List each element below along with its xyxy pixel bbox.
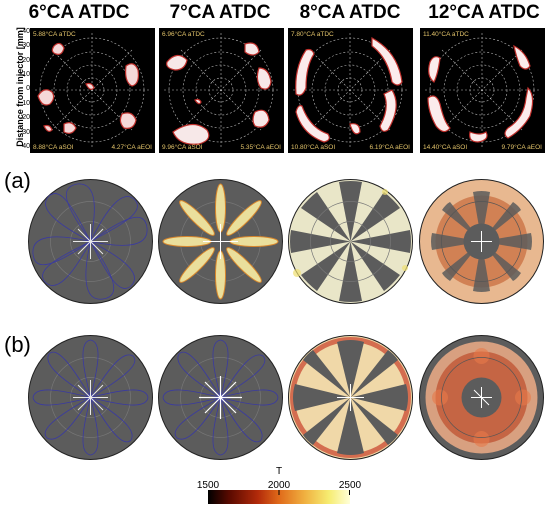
- y-axis-ticks: -40 -30 -20 -10 0 10 20 30 40: [12, 28, 30, 153]
- simulation-disc-a-7ca: [158, 179, 283, 304]
- colorbar-tick-label: 1500: [196, 480, 220, 491]
- experiment-panel-7ca: 6.96°CA aTDC 9.96°CA aSOI 5.35°CA aEOI: [159, 28, 284, 153]
- annotation-atdc: 5.88°CA aTDC: [33, 31, 76, 38]
- simulation-disc-b-7ca: [158, 335, 283, 460]
- y-tick: 10: [22, 100, 30, 107]
- annotation-atdc: 11.40°CA aTDC: [423, 31, 469, 38]
- row-label-a: (a): [4, 168, 31, 193]
- annotation-asoi: 8.88°CA aSOI: [33, 144, 74, 151]
- annotation-aeoi: 9.79°CA aEOI: [501, 144, 542, 151]
- column-title-8ca: 8°CA ATDC: [299, 2, 401, 23]
- y-tick: -10: [19, 71, 30, 78]
- colorbar-tick-label: 2500: [338, 480, 362, 491]
- simulation-disc-b-6ca: [28, 335, 153, 460]
- annotation-atdc: 7.80°CA aTDC: [291, 31, 334, 38]
- simulation-disc-a-12ca: [419, 179, 544, 304]
- y-tick: 40: [22, 143, 30, 150]
- experiment-panel-8ca: 7.80°CA aTDC 10.80°CA aSOI 6.19°CA aEOI: [288, 28, 413, 153]
- experiment-image: [164, 33, 279, 148]
- annotation-aeoi: 5.35°CA aEOI: [240, 144, 281, 151]
- colorbar-title: T: [275, 466, 283, 477]
- column-title-12ca: 12°CA ATDC: [428, 2, 540, 23]
- annotation-aeoi: 4.27°CA aEOI: [111, 144, 152, 151]
- experiment-image: [293, 33, 408, 148]
- experiment-panel-12ca: 11.40°CA aTDC 14.40°CA aSOI 9.79°CA aEOI: [420, 28, 545, 153]
- y-tick: -20: [19, 57, 30, 64]
- colorbar-gradient: [208, 490, 350, 504]
- simulation-disc-b-12ca: [419, 335, 544, 460]
- y-tick: 30: [22, 129, 30, 136]
- y-tick: 20: [22, 114, 30, 121]
- annotation-aeoi: 6.19°CA aEOI: [369, 144, 410, 151]
- experiment-panel-6ca: 5.88°CA aTDC 8.88°CA aSOI 4.27°CA aEOI: [30, 28, 155, 153]
- y-tick: -30: [19, 42, 30, 49]
- simulation-disc-b-8ca: [288, 335, 413, 460]
- colorbar-tick-label: 2000: [267, 480, 291, 491]
- annotation-asoi: 9.96°CA aSOI: [162, 144, 203, 151]
- column-title-7ca: 7°CA ATDC: [169, 2, 271, 23]
- simulation-disc-a-6ca: [28, 179, 153, 304]
- experiment-image: [425, 33, 540, 148]
- annotation-asoi: 10.80°CA aSOI: [291, 144, 336, 151]
- y-tick: 0: [26, 85, 30, 92]
- experiment-image: [35, 33, 150, 148]
- annotation-atdc: 6.96°CA aTDC: [162, 31, 205, 38]
- y-tick: -40: [19, 28, 30, 35]
- annotation-asoi: 14.40°CA aSOI: [423, 144, 468, 151]
- simulation-disc-a-8ca: [288, 179, 413, 304]
- row-label-b: (b): [4, 332, 31, 357]
- column-title-6ca: 6°CA ATDC: [28, 2, 130, 23]
- colorbar: T 1500 2000 2500: [197, 466, 361, 506]
